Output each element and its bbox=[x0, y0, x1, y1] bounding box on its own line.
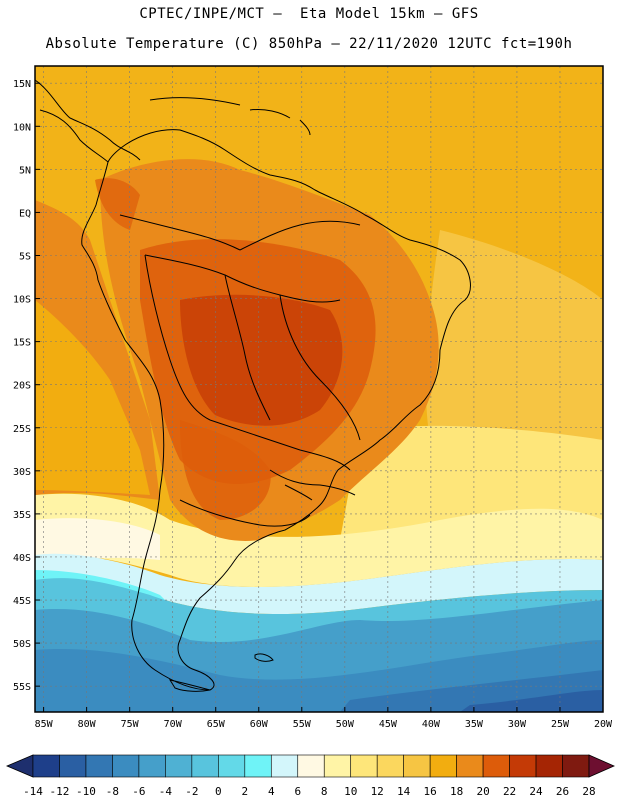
lon-label: 25W bbox=[551, 719, 570, 730]
lon-label: 55W bbox=[293, 719, 312, 730]
colorbar-swatch bbox=[562, 754, 590, 778]
colorbar-tick-label: -12 bbox=[50, 785, 70, 798]
colorbar-swatch bbox=[32, 754, 60, 778]
colorbar-tick-label: -8 bbox=[106, 785, 119, 798]
lon-label: 75W bbox=[121, 719, 140, 730]
plot-frame bbox=[34, 65, 604, 713]
lat-label: 55S bbox=[13, 682, 31, 693]
lat-label: 40S bbox=[13, 553, 31, 564]
lon-label: 65W bbox=[207, 719, 226, 730]
colorbar-swatch bbox=[350, 754, 378, 778]
lon-label: 45W bbox=[379, 719, 398, 730]
colorbar-swatch bbox=[59, 754, 87, 778]
lat-label: 5N bbox=[19, 165, 31, 176]
colorbar-tick-label: 22 bbox=[503, 785, 516, 798]
colorbar-swatch bbox=[191, 754, 219, 778]
colorbar-swatch bbox=[429, 754, 457, 778]
lon-label: 20W bbox=[594, 719, 613, 730]
colorbar-swatch bbox=[112, 754, 140, 778]
colorbar: -14 -12 -10 -8 -6 -4 -2 0 2 4 6 8 10 12 14 16 18 20 22 24 26… bbox=[5, 754, 615, 798]
colorbar-swatch bbox=[138, 754, 166, 778]
colorbar-tick-label: 26 bbox=[556, 785, 569, 798]
lat-label: 10N bbox=[13, 122, 31, 133]
lat-label: 20S bbox=[13, 381, 31, 392]
lat-label: 30S bbox=[13, 467, 31, 478]
coastlines-and-borders bbox=[35, 79, 471, 692]
colorbar-swatch bbox=[535, 754, 563, 778]
colorbar-tick-label: 24 bbox=[529, 785, 543, 798]
chart-title-line2: Absolute Temperature (C) 850hPa – 22/11/… bbox=[45, 36, 573, 52]
lon-label: 80W bbox=[78, 719, 97, 730]
colorbar-tick-label: -14 bbox=[23, 785, 43, 798]
colorbar-swatch bbox=[85, 754, 113, 778]
lon-label: 85W bbox=[35, 719, 54, 730]
colorbar-tick-label: 10 bbox=[344, 785, 357, 798]
lon-label: 40W bbox=[422, 719, 441, 730]
colorbar-under-arrow bbox=[5, 754, 34, 778]
temperature-field bbox=[35, 66, 603, 712]
lon-label: 50W bbox=[336, 719, 355, 730]
lat-label: 25S bbox=[13, 424, 31, 435]
colorbar-tick-label: 12 bbox=[371, 785, 384, 798]
colorbar-tick-label: 8 bbox=[321, 785, 328, 798]
colorbar-swatch bbox=[482, 754, 510, 778]
colorbar-tick-label: -4 bbox=[159, 785, 173, 798]
colorbar-over-arrow bbox=[588, 754, 615, 778]
lat-label: 5S bbox=[19, 251, 31, 262]
lat-label: 35S bbox=[13, 510, 31, 521]
colorbar-swatch bbox=[270, 754, 299, 778]
colorbar-swatch bbox=[403, 754, 431, 778]
colorbar-tick-label: 16 bbox=[424, 785, 437, 798]
colorbar-tick-label: 2 bbox=[241, 785, 248, 798]
colorbar-swatch bbox=[165, 754, 193, 778]
lat-label: 10S bbox=[13, 295, 31, 306]
colorbar-tick-label: -6 bbox=[132, 785, 145, 798]
lat-label: 45S bbox=[13, 596, 31, 607]
colorbar-tick-label: 4 bbox=[268, 785, 275, 798]
lon-label: 35W bbox=[465, 719, 484, 730]
colorbar-swatch bbox=[244, 754, 272, 778]
latitude-labels: 15N 10N 5N EQ 5S 10S 15S 20S 25S 30S 35S 40S 45S 50S 5… bbox=[13, 79, 40, 693]
lon-label: 60W bbox=[250, 719, 269, 730]
colorbar-swatch bbox=[456, 754, 484, 778]
colorbar-tick-label: 14 bbox=[397, 785, 411, 798]
colorbar-tick-label: 6 bbox=[294, 785, 301, 798]
colorbar-swatch bbox=[376, 754, 404, 778]
lat-label: 50S bbox=[13, 639, 31, 650]
lat-label: 15N bbox=[13, 79, 31, 90]
colorbar-swatch bbox=[509, 754, 537, 778]
longitude-labels: 85W 80W 75W 70W 65W 60W 55W 50W 45W 40W 35W 30W 25W 2… bbox=[35, 707, 613, 730]
lon-label: 70W bbox=[164, 719, 183, 730]
colorbar-tick-label: 0 bbox=[215, 785, 222, 798]
colorbar-swatch bbox=[323, 754, 352, 778]
colorbar-swatch bbox=[297, 754, 325, 778]
lat-label: 15S bbox=[13, 338, 31, 349]
lat-label: EQ bbox=[19, 208, 31, 219]
colorbar-tick-label: 20 bbox=[476, 785, 489, 798]
colorbar-tick-label: 28 bbox=[582, 785, 595, 798]
colorbar-tick-label: -10 bbox=[76, 785, 96, 798]
chart-title-line1: CPTEC/INPE/MCT – Eta Model 15km – GFS bbox=[139, 6, 479, 22]
colorbar-tick-label: -2 bbox=[185, 785, 198, 798]
colorbar-swatch bbox=[218, 754, 246, 778]
colorbar-tick-label: 18 bbox=[450, 785, 463, 798]
lon-label: 30W bbox=[508, 719, 527, 730]
